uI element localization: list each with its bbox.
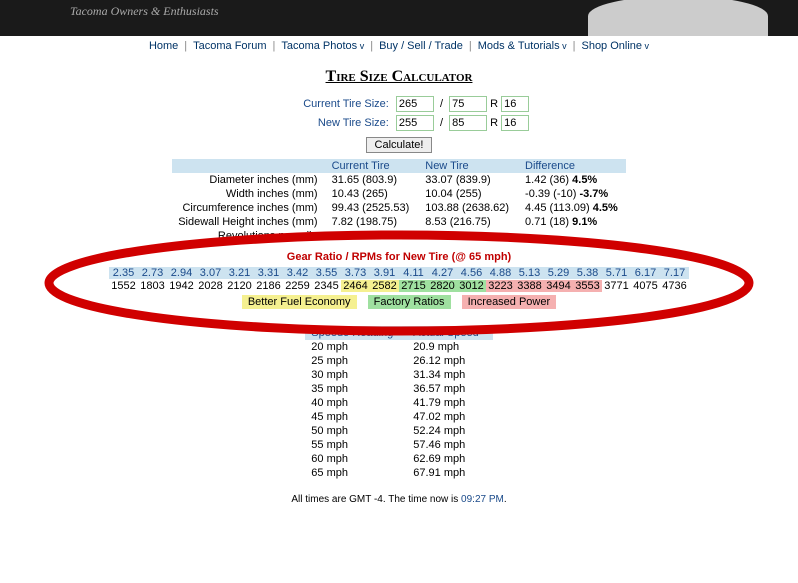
gear-section: Gear Ratio / RPMs for New Tire (@ 65 mph… xyxy=(39,241,759,318)
results-table: Current Tire New Tire Difference Diamete… xyxy=(172,159,626,243)
table-row: 65 mph67.91 mph xyxy=(305,466,492,480)
calculate-button[interactable]: Calculate! xyxy=(366,137,433,153)
col-new: New Tire xyxy=(417,159,517,173)
legend-factory: Factory Ratios xyxy=(368,295,451,309)
table-row: 20 mph20.9 mph xyxy=(305,340,492,354)
gear-ratio-row: 2.352.732.943.073.213.313.423.553.733.91… xyxy=(39,267,759,279)
nav-buy-sell-trade[interactable]: Buy / Sell / Trade xyxy=(379,40,463,52)
table-row: 55 mph57.46 mph xyxy=(305,438,492,452)
footer-time: 09:27 PM xyxy=(461,494,504,505)
new-aspect-input[interactable] xyxy=(449,115,487,131)
col-actual-speed: Actual Speed xyxy=(407,326,492,340)
speedo-table: Speedo Reading Actual Speed 20 mph20.9 m… xyxy=(305,326,492,480)
gear-section-wrap: Gear Ratio / RPMs for New Tire (@ 65 mph… xyxy=(39,241,759,318)
gear-legend: Better Fuel Economy Factory Ratios Incre… xyxy=(39,296,759,308)
page-title: Tire Size Calculator xyxy=(0,68,798,86)
current-width-input[interactable] xyxy=(396,96,434,112)
col-current: Current Tire xyxy=(324,159,418,173)
current-aspect-input[interactable] xyxy=(449,96,487,112)
table-row: Sidewall Height inches (mm)7.82 (198.75)… xyxy=(172,215,626,229)
table-row: Width inches (mm)10.43 (265)10.04 (255)-… xyxy=(172,187,626,201)
table-row: Diameter inches (mm)31.65 (803.9)33.07 (… xyxy=(172,173,626,187)
table-row: 30 mph31.34 mph xyxy=(305,368,492,382)
new-width-input[interactable] xyxy=(396,115,434,131)
new-tire-row: New Tire Size: / R xyxy=(0,115,798,131)
footer-text: All times are GMT -4. The time now is xyxy=(291,494,461,505)
current-tire-label: Current Tire Size: xyxy=(269,98,389,110)
nav-tacoma-forum[interactable]: Tacoma Forum xyxy=(193,40,266,52)
footer-period: . xyxy=(504,494,507,505)
tagline: Tacoma Owners & Enthusiasts xyxy=(70,4,219,18)
main-nav: Home|Tacoma Forum|Tacoma Photos|Buy / Se… xyxy=(0,36,798,56)
footer: All times are GMT -4. The time now is 09… xyxy=(0,494,798,505)
gear-rpm-row: 1552180319422028212021862259234524642582… xyxy=(39,280,759,292)
nav-home[interactable]: Home xyxy=(149,40,178,52)
new-rim-input[interactable] xyxy=(501,115,529,131)
table-row: 45 mph47.02 mph xyxy=(305,410,492,424)
col-speedo-reading: Speedo Reading xyxy=(305,326,407,340)
r-label: R xyxy=(490,117,498,129)
table-row: 25 mph26.12 mph xyxy=(305,354,492,368)
table-row: 50 mph52.24 mph xyxy=(305,424,492,438)
current-tire-row: Current Tire Size: / R xyxy=(0,96,798,112)
slash: / xyxy=(440,98,443,110)
col-diff: Difference xyxy=(517,159,626,173)
nav-tacoma-photos[interactable]: Tacoma Photos xyxy=(281,40,364,52)
table-row: 60 mph62.69 mph xyxy=(305,452,492,466)
slash: / xyxy=(440,117,443,129)
nav-mods-tutorials[interactable]: Mods & Tutorials xyxy=(478,40,567,52)
table-row: Circumference inches (mm)99.43 (2525.53)… xyxy=(172,201,626,215)
site-header: Tacoma Owners & Enthusiasts xyxy=(0,0,798,36)
r-label: R xyxy=(490,98,498,110)
table-row: 40 mph41.79 mph xyxy=(305,396,492,410)
gear-title: Gear Ratio / RPMs for New Tire (@ 65 mph… xyxy=(39,251,759,263)
table-row: 35 mph36.57 mph xyxy=(305,382,492,396)
current-rim-input[interactable] xyxy=(501,96,529,112)
new-tire-label: New Tire Size: xyxy=(269,117,389,129)
nav-shop-online[interactable]: Shop Online xyxy=(581,40,649,52)
legend-fuel-economy: Better Fuel Economy xyxy=(242,295,357,309)
legend-power: Increased Power xyxy=(462,295,557,309)
